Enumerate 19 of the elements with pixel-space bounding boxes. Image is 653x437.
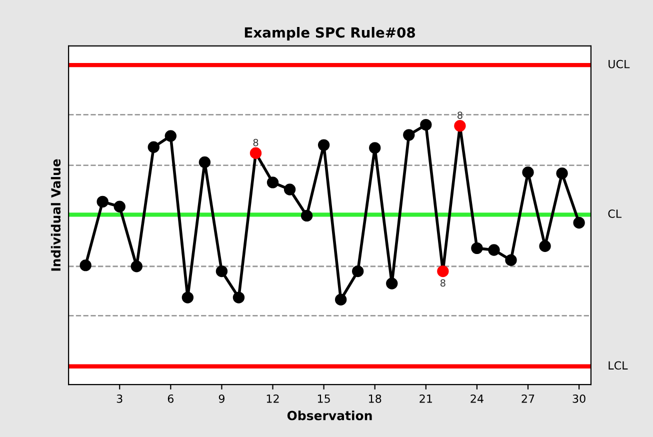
chart-title: Example SPC Rule#08	[244, 27, 415, 40]
annotation: 8	[440, 279, 446, 287]
ref-line-label: LCL	[608, 361, 628, 370]
ref-line-label: CL	[608, 209, 622, 218]
x-tick-label: 27	[522, 394, 534, 403]
x-tick-label: 18	[369, 394, 382, 403]
x-tick-label: 21	[420, 394, 432, 403]
x-axis-title: Observation	[287, 410, 372, 420]
x-tick-label: 15	[318, 394, 330, 403]
x-tick-label: 24	[470, 394, 484, 403]
ref-line-label: UCL	[608, 60, 630, 68]
x-tick-label: 6	[168, 394, 174, 403]
annotation: 8	[253, 138, 258, 146]
x-tick-label: 12	[266, 394, 279, 403]
y-axis-title: Individual Value	[50, 159, 61, 271]
x-tick-label: 9	[218, 394, 224, 403]
annotation: 8	[458, 112, 462, 119]
x-tick-label: 30	[572, 394, 586, 403]
x-tick-label: 3	[116, 394, 122, 403]
